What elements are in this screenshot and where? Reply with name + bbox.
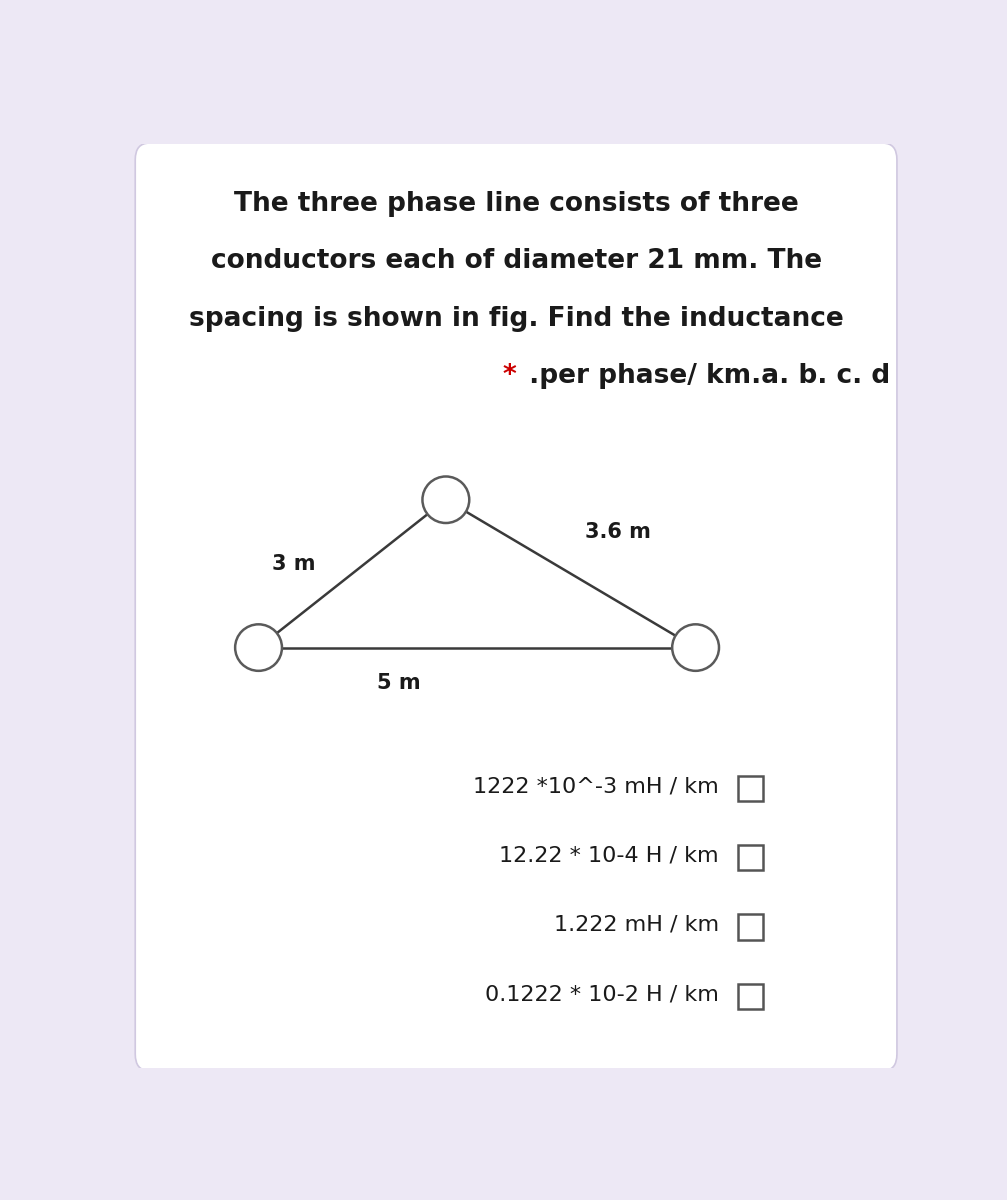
Text: *: *	[502, 362, 517, 389]
FancyBboxPatch shape	[738, 914, 762, 940]
Text: conductors each of diameter 21 mm. The: conductors each of diameter 21 mm. The	[210, 248, 822, 275]
FancyBboxPatch shape	[135, 143, 897, 1070]
Text: .per phase/ km.a. b. c. d: .per phase/ km.a. b. c. d	[520, 362, 890, 389]
Text: 5 m: 5 m	[378, 673, 421, 692]
Ellipse shape	[235, 624, 282, 671]
FancyBboxPatch shape	[738, 776, 762, 800]
Ellipse shape	[422, 476, 469, 523]
Text: 1222 *10^-3 mH / km: 1222 *10^-3 mH / km	[473, 776, 719, 796]
Text: 1.222 mH / km: 1.222 mH / km	[554, 914, 719, 935]
Ellipse shape	[673, 624, 719, 671]
FancyBboxPatch shape	[738, 984, 762, 1009]
Text: 3.6 m: 3.6 m	[585, 522, 651, 542]
Text: 3 m: 3 m	[272, 554, 315, 575]
Text: The three phase line consists of three: The three phase line consists of three	[234, 191, 799, 217]
Text: spacing is shown in fig. Find the inductance: spacing is shown in fig. Find the induct…	[188, 306, 844, 331]
Text: 0.1222 * 10-2 H / km: 0.1222 * 10-2 H / km	[485, 984, 719, 1004]
FancyBboxPatch shape	[738, 845, 762, 870]
Text: 12.22 * 10-4 H / km: 12.22 * 10-4 H / km	[499, 846, 719, 865]
